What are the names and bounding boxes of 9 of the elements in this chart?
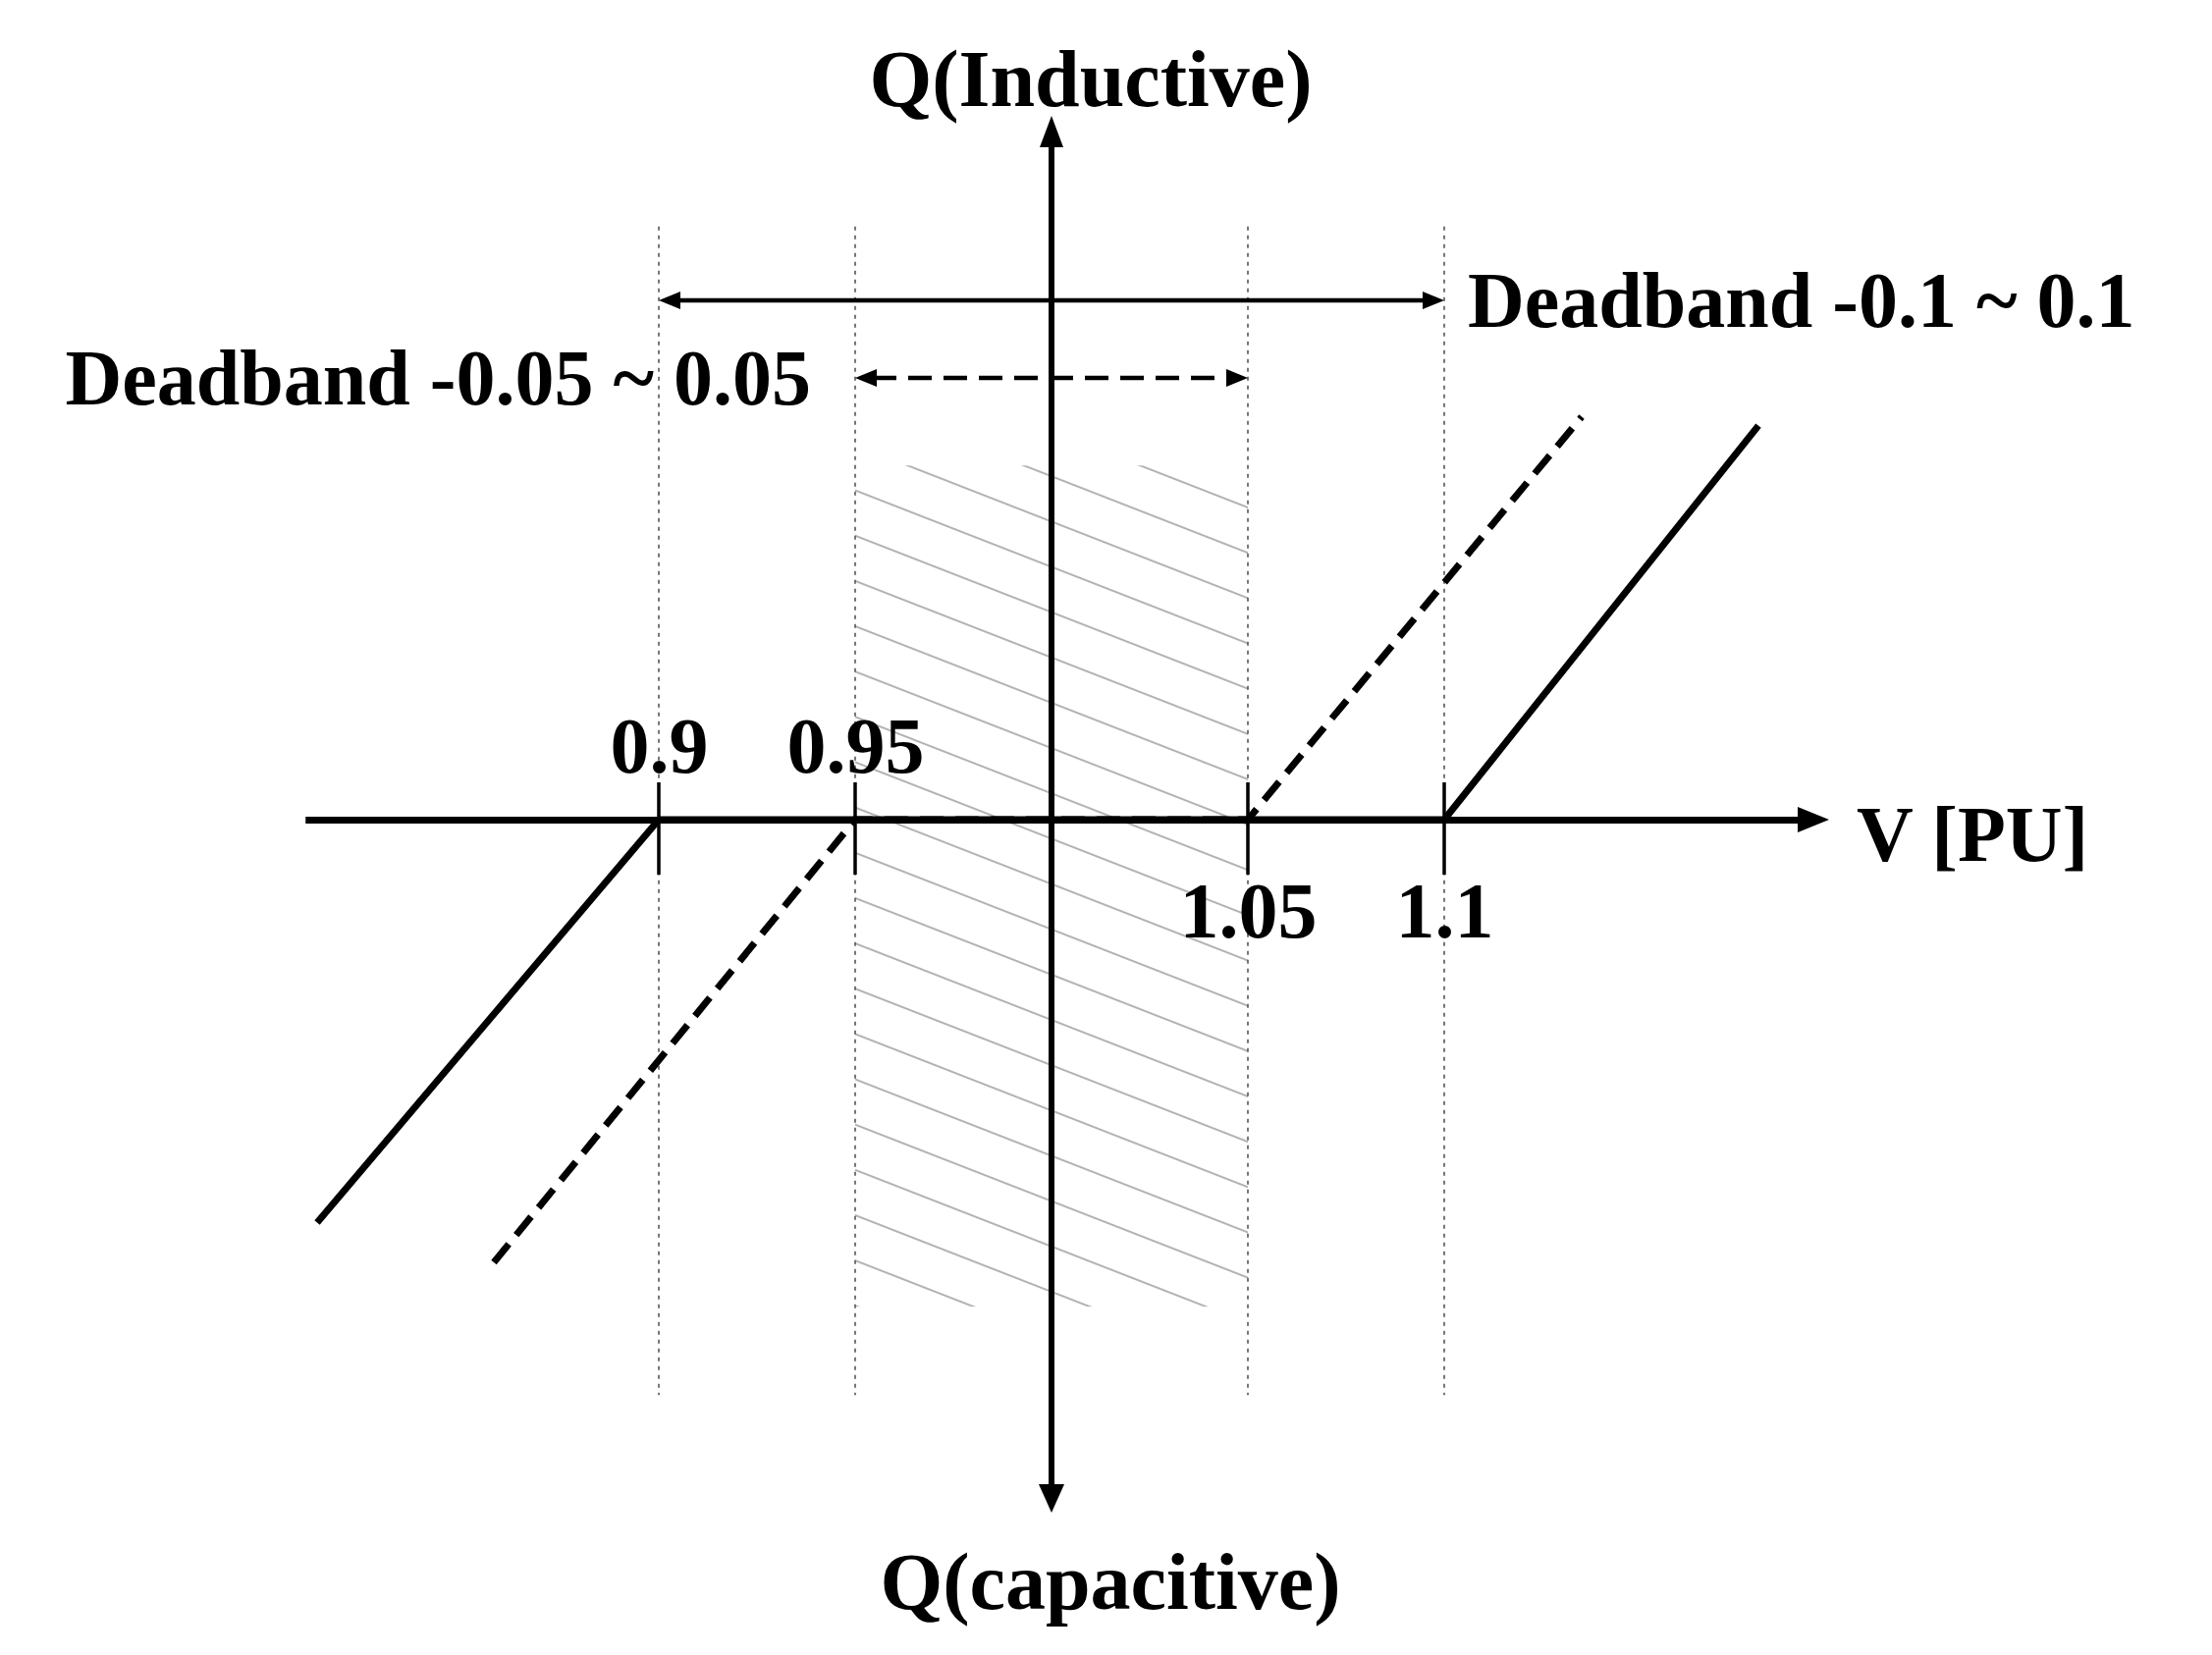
- x-tick-label: 1.05: [1179, 867, 1318, 954]
- y-axis-title: Q(Inductive): [869, 34, 1313, 124]
- x2-tick-label: 0.95: [786, 703, 925, 789]
- annotation: Deadband -0.05 ~ 0.05: [65, 335, 811, 421]
- text: Deadband -0.1 ~ 0.1: [1468, 257, 2135, 344]
- x2-tick-label: 0.9: [610, 703, 709, 789]
- x-tick-label: 1.1: [1395, 867, 1494, 954]
- x-axis-title: V [PU]: [1857, 791, 2089, 878]
- text: Q(capacitive): [880, 1537, 1341, 1627]
